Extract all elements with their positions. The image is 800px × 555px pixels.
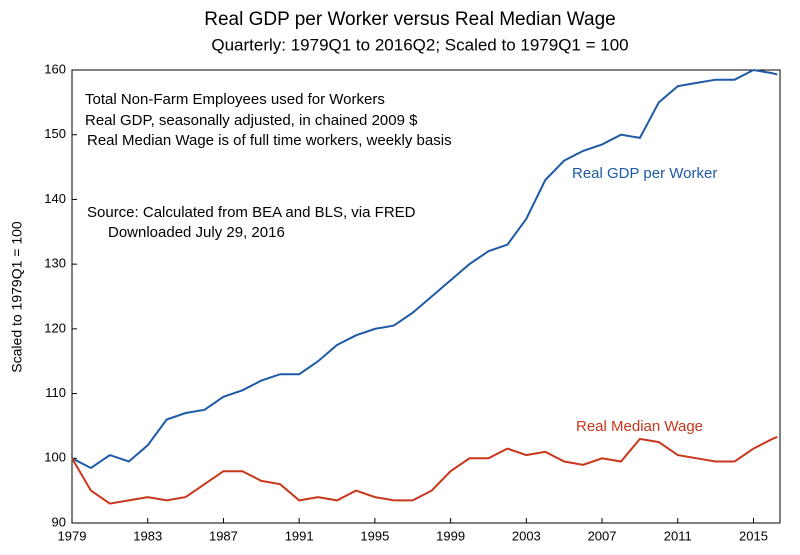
- y-axis-label: Scaled to 1979Q1 = 100: [9, 221, 25, 373]
- series-label: Real Median Wage: [576, 418, 703, 435]
- series-line: [71, 435, 778, 505]
- annotation: Downloaded July 29, 2016: [108, 224, 285, 241]
- x-tick-label: 1979: [58, 528, 87, 543]
- annotation: Real Median Wage is of full time workers…: [87, 132, 452, 149]
- x-tick-label: 2007: [588, 528, 617, 543]
- y-tick-label: 140: [44, 191, 66, 206]
- x-tick-label: 1999: [436, 528, 465, 543]
- series-label: Real GDP per Worker: [572, 165, 717, 182]
- chart-subtitle: Quarterly: 1979Q1 to 2016Q2; Scaled to 1…: [211, 35, 628, 54]
- y-tick-label: 160: [44, 61, 66, 76]
- y-tick-label: 90: [52, 514, 66, 529]
- x-tick-label: 1995: [360, 528, 389, 543]
- x-tick-label: 2003: [512, 528, 541, 543]
- x-tick-label: 1991: [285, 528, 314, 543]
- x-tick-label: 2011: [664, 528, 692, 543]
- chart-title: Real GDP per Worker versus Real Median W…: [204, 9, 615, 30]
- series-line: [71, 68, 778, 470]
- x-tick-label: 1983: [133, 528, 162, 543]
- y-tick-label: 130: [44, 256, 66, 271]
- x-tick-label: 1987: [209, 528, 238, 543]
- plot-frame: [71, 69, 781, 524]
- y-tick-label: 120: [44, 320, 66, 335]
- y-tick-label: 110: [45, 385, 66, 400]
- y-tick-label: 100: [44, 450, 66, 465]
- annotation: Source: Calculated from BEA and BLS, via…: [87, 204, 416, 221]
- annotation: Total Non-Farm Employees used for Worker…: [85, 91, 385, 108]
- y-tick-label: 150: [44, 126, 66, 141]
- annotation: Real GDP, seasonally adjusted, in chaine…: [85, 112, 418, 129]
- x-tick-label: 2015: [739, 528, 768, 543]
